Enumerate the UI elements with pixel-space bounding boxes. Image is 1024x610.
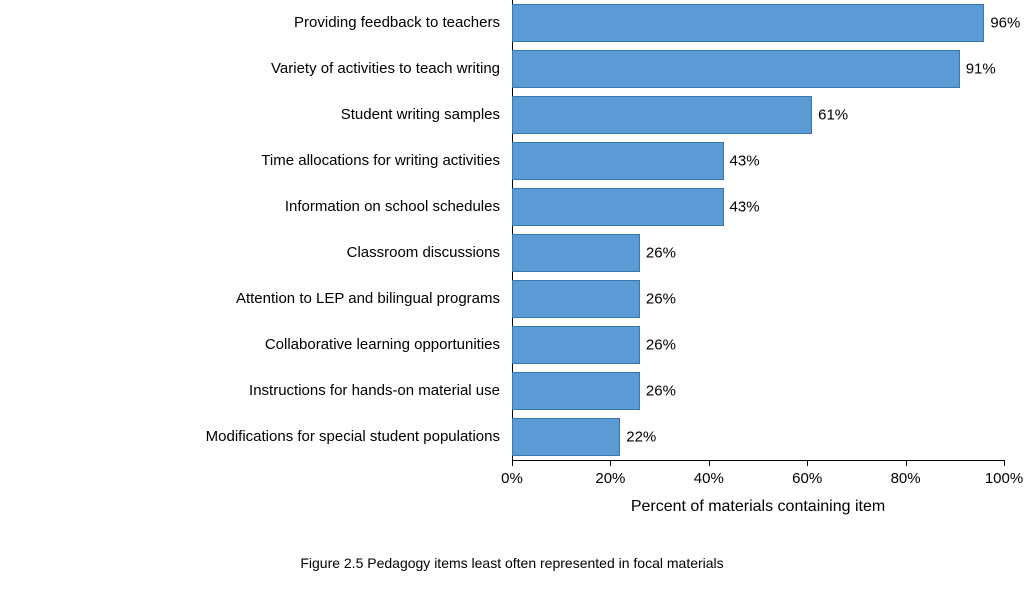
bar <box>512 188 724 226</box>
x-tick <box>807 460 808 466</box>
chart-container: Providing feedback to teachers Variety of… <box>0 0 1024 610</box>
value-label: 96% <box>990 15 1020 32</box>
bar <box>512 280 640 318</box>
chart-caption: Figure 2.5 Pedagogy items least often re… <box>0 555 1024 571</box>
bar <box>512 234 640 272</box>
value-label: 43% <box>730 153 760 170</box>
bar <box>512 50 960 88</box>
category-label: Classroom discussions <box>347 245 500 262</box>
x-tick <box>1004 460 1005 466</box>
x-tick-label: 60% <box>792 470 822 487</box>
value-label: 61% <box>818 107 848 124</box>
x-tick-label: 20% <box>595 470 625 487</box>
x-tick-label: 80% <box>891 470 921 487</box>
category-label: Information on school schedules <box>285 199 500 216</box>
value-label: 26% <box>646 383 676 400</box>
value-label: 43% <box>730 199 760 216</box>
category-label: Time allocations for writing activities <box>261 153 500 170</box>
category-label: Student writing samples <box>341 107 500 124</box>
bar <box>512 142 724 180</box>
bar <box>512 326 640 364</box>
category-label: Attention to LEP and bilingual programs <box>236 291 500 308</box>
category-label: Variety of activities to teach writing <box>271 61 500 78</box>
category-label: Providing feedback to teachers <box>294 15 500 32</box>
x-axis-line <box>512 460 1004 461</box>
value-label: 26% <box>646 337 676 354</box>
category-label: Instructions for hands-on material use <box>249 383 500 400</box>
value-label: 22% <box>626 429 656 446</box>
value-label: 91% <box>966 61 996 78</box>
bar <box>512 418 620 456</box>
x-tick-label: 40% <box>694 470 724 487</box>
category-label: Collaborative learning opportunities <box>265 337 500 354</box>
value-label: 26% <box>646 291 676 308</box>
category-label: Modifications for special student popula… <box>206 429 500 446</box>
x-tick-label: 100% <box>985 470 1023 487</box>
x-tick-label: 0% <box>501 470 523 487</box>
bar <box>512 372 640 410</box>
x-tick <box>709 460 710 466</box>
bar <box>512 96 812 134</box>
x-tick <box>610 460 611 466</box>
x-axis-title: Percent of materials containing item <box>512 498 1004 516</box>
value-label: 26% <box>646 245 676 262</box>
bar <box>512 4 984 42</box>
x-tick <box>906 460 907 466</box>
x-tick <box>512 460 513 466</box>
